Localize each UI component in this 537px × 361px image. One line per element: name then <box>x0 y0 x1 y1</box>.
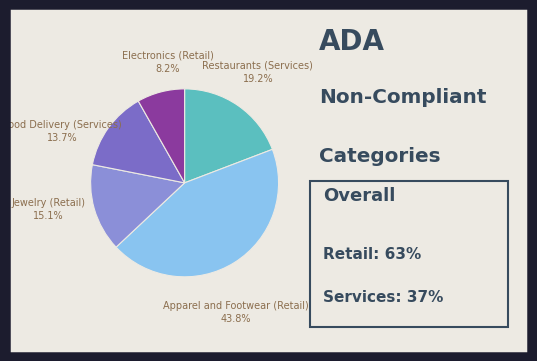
Text: Apparel and Footwear (Retail)
43.8%: Apparel and Footwear (Retail) 43.8% <box>163 301 309 324</box>
Wedge shape <box>91 165 185 247</box>
Text: Jewelry (Retail)
15.1%: Jewelry (Retail) 15.1% <box>11 197 85 221</box>
Wedge shape <box>139 89 185 183</box>
Text: Non-Compliant: Non-Compliant <box>319 87 487 106</box>
Text: Retail: 63%: Retail: 63% <box>323 247 422 262</box>
Text: Overall: Overall <box>323 187 396 205</box>
FancyBboxPatch shape <box>310 180 508 327</box>
Text: Categories: Categories <box>319 147 440 166</box>
Text: Restaurants (Services)
19.2%: Restaurants (Services) 19.2% <box>202 60 313 83</box>
Text: ADA: ADA <box>319 28 385 56</box>
Wedge shape <box>92 101 185 183</box>
Text: Food Delivery (Services)
13.7%: Food Delivery (Services) 13.7% <box>3 119 122 143</box>
Wedge shape <box>185 89 272 183</box>
Text: Electronics (Retail)
8.2%: Electronics (Retail) 8.2% <box>122 51 214 74</box>
Wedge shape <box>116 149 279 277</box>
Text: Services: 37%: Services: 37% <box>323 290 444 305</box>
